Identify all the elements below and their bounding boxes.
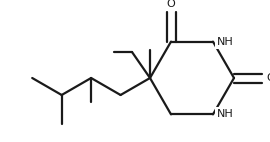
Text: NH: NH	[217, 37, 234, 47]
Text: O: O	[266, 73, 270, 83]
Text: O: O	[167, 0, 176, 9]
Text: NH: NH	[217, 109, 234, 119]
